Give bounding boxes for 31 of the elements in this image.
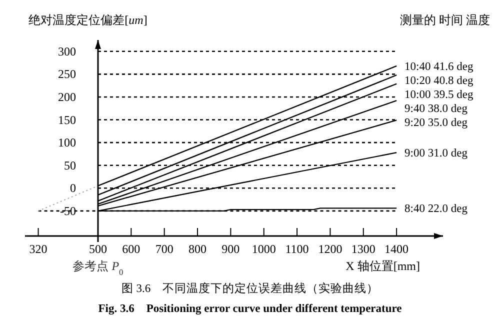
x-tick-label: 1000: [252, 242, 276, 256]
y-tick-label: 100: [58, 136, 76, 150]
legend-title: 测量的 时间 温度: [400, 13, 490, 27]
caption: Fig. 3.6 Positioning error curve under different temperature: [98, 303, 402, 315]
y-tick-label: 50: [64, 158, 76, 172]
y-axis-title: 绝对温度定位偏差[um]: [28, 13, 148, 27]
y-tick-label: 200: [58, 90, 76, 104]
y-tick-label: 300: [58, 44, 76, 58]
x-tick-label: 900: [222, 242, 240, 256]
x-tick-label: 1200: [318, 242, 342, 256]
y-tick-label: 250: [58, 67, 76, 82]
series-label: 9:00 31.0 deg: [404, 148, 468, 160]
x-tick-label: 700: [155, 242, 174, 256]
caption: 图 3.6 不同温度下的定位误差曲线（实验曲线）: [121, 281, 379, 295]
x-tick-label: 320: [29, 242, 48, 256]
y-tick-label: 0: [70, 181, 76, 196]
x-tick-label: 1400: [384, 242, 409, 256]
series-label: 10:20 40.8 deg: [404, 74, 474, 87]
x-tick-label: 500: [88, 242, 107, 256]
x-tick-label: 1300: [351, 242, 376, 256]
text: 参考点 P$_{0}$: [72, 259, 124, 276]
x-tick-label: 800: [188, 242, 207, 256]
x-tick-label: 1100: [285, 242, 309, 256]
x-axis-title: X 轴位置[mm]: [346, 259, 420, 273]
series-label: 9:40 38.0 deg: [404, 102, 468, 115]
series-label: 10:40 41.6 deg: [404, 60, 474, 73]
series-label: 9:20 35.0 deg: [404, 116, 468, 129]
x-tick-label: 600: [122, 242, 140, 256]
series-label: 8:40 22.0 deg: [404, 203, 468, 216]
series-label: 10:00 39.5 deg: [404, 88, 474, 101]
y-tick-label: 150: [58, 112, 76, 127]
